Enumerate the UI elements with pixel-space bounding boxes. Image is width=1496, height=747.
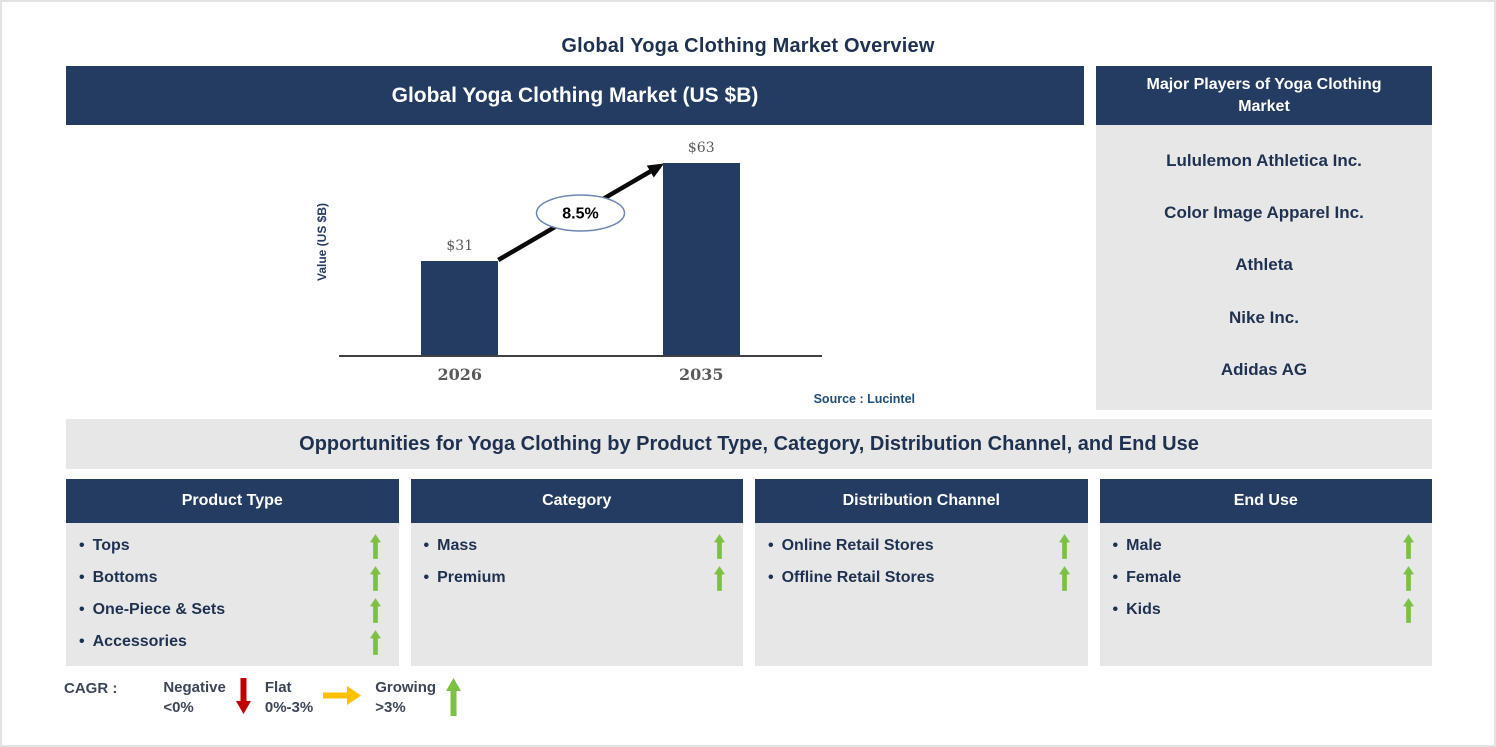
player-name: Adidas AG <box>1220 359 1308 379</box>
column-header-product-type: Product Type <box>66 479 399 523</box>
list-item-label: Kids <box>1126 601 1161 618</box>
column-category: Category • Mass • Premium <box>410 479 743 666</box>
column-end-use: End Use • Male • Female <box>1099 479 1432 666</box>
down-arrow-icon <box>235 678 251 714</box>
major-players-panel: Major Players of Yoga Clothing Market Lu… <box>1096 66 1432 410</box>
list-item: • One-Piece & Sets <box>79 594 381 626</box>
cagr-value: 8.5% <box>562 206 598 223</box>
top-row: Global Yoga Clothing Market (US $B) Valu… <box>66 66 1432 410</box>
trend-line <box>497 163 665 262</box>
source-note: Source : Lucintel <box>813 392 915 406</box>
legend-label: Flat <box>264 679 292 696</box>
player-name: Nike Inc. <box>1229 307 1299 327</box>
up-arrow-icon <box>714 565 725 592</box>
column-header-distribution-channel: Distribution Channel <box>755 479 1088 523</box>
legend-entry-negative: Negative <0% <box>163 678 251 718</box>
up-arrow-icon <box>369 629 381 656</box>
bullet-icon: • <box>79 633 85 650</box>
up-arrow-icon <box>1058 565 1070 592</box>
bullet-icon: • <box>1112 601 1119 618</box>
list-item: • Male <box>1112 530 1414 562</box>
list-item: • Mass <box>423 530 725 562</box>
list-item: • Kids <box>1112 594 1414 626</box>
list-item: • Online Retail Stores <box>768 530 1070 562</box>
list-item-label: Female <box>1126 569 1182 586</box>
bar-2026 <box>421 261 499 355</box>
bullet-icon: • <box>423 537 430 554</box>
up-arrow-icon <box>1058 533 1070 560</box>
column-product-type: Product Type • Tops • Bottoms <box>66 479 399 666</box>
up-arrow-icon <box>369 565 381 592</box>
chart-panel-header: Global Yoga Clothing Market (US $B) <box>66 66 1084 125</box>
list-item: • Premium <box>423 562 725 594</box>
list-item: • Female <box>1112 562 1414 594</box>
column-body-category: • Mass • Premium <box>410 523 743 666</box>
bullet-icon: • <box>1112 569 1119 586</box>
bar-chart-plot: 8.5% $31 2026 $63 2035 <box>339 140 822 384</box>
legend-range: <0% <box>163 699 194 716</box>
bullet-icon: • <box>1112 537 1119 554</box>
bullet-icon: • <box>79 601 85 618</box>
legend-range: 0%-3% <box>264 699 314 716</box>
bullet-icon: • <box>79 569 85 586</box>
list-item: • Bottoms <box>79 562 381 594</box>
cagr-ellipse <box>535 194 626 232</box>
up-arrow-icon <box>714 533 725 560</box>
column-body-product-type: • Tops • Bottoms <box>66 523 399 666</box>
list-item-label: Mass <box>437 537 478 554</box>
y-axis-label: Value (US $B) <box>315 202 329 282</box>
column-body-distribution-channel: • Online Retail Stores • Offline Retail … <box>755 523 1088 666</box>
x-tick-label: 2026 <box>437 365 483 384</box>
bar-chart: Value (US $B) 8.5% $31 2026 $63 2035 Source… <box>66 125 1084 410</box>
bullet-icon: • <box>768 569 774 586</box>
bar-2035 <box>662 163 740 355</box>
column-body-end-use: • Male • Female <box>1099 523 1432 666</box>
up-arrow-icon <box>446 678 462 716</box>
bullet-icon: • <box>79 537 85 554</box>
legend-prefix: CAGR : <box>64 680 118 697</box>
up-arrow-icon <box>1403 565 1414 592</box>
players-list: Lululemon Athletica Inc. Color Image App… <box>1096 125 1432 410</box>
list-item: • Offline Retail Stores <box>768 562 1070 594</box>
legend-entry-flat: Flat 0%-3% <box>264 678 362 718</box>
legend-entry-growing: Growing >3% <box>375 678 462 718</box>
up-arrow-icon <box>369 533 381 560</box>
list-item-label: Premium <box>437 569 506 586</box>
legend-label: Negative <box>163 679 226 696</box>
column-distribution-channel: Distribution Channel • Online Retail Sto… <box>755 479 1088 666</box>
bar-value-label: $63 <box>687 140 715 156</box>
list-item-label: Online Retail Stores <box>781 537 934 554</box>
page-title: Global Yoga Clothing Market Overview <box>561 35 935 57</box>
list-item: • Accessories <box>79 626 381 658</box>
list-item-label: Male <box>1126 537 1162 554</box>
player-name: Color Image Apparel Inc. <box>1164 203 1364 223</box>
list-item-label: Accessories <box>92 633 187 650</box>
list-item: • Tops <box>79 530 381 562</box>
opportunities-banner: Opportunities for Yoga Clothing by Produ… <box>66 419 1432 469</box>
player-name: Athleta <box>1235 255 1293 275</box>
up-arrow-icon <box>369 597 381 624</box>
column-header-category: Category <box>410 479 743 523</box>
players-panel-header: Major Players of Yoga Clothing Market <box>1096 66 1432 125</box>
list-item-label: Offline Retail Stores <box>781 569 935 586</box>
legend-range: >3% <box>375 699 406 716</box>
bullet-icon: • <box>768 537 774 554</box>
x-tick-label: 2035 <box>678 365 724 384</box>
cagr-legend: CAGR : Negative <0% Flat 0%-3% Growing >… <box>64 678 475 718</box>
opportunity-columns: Product Type • Tops • Bottoms <box>66 479 1432 666</box>
list-item-label: Bottoms <box>92 569 158 586</box>
chart-panel-title: Global Yoga Clothing Market (US $B) <box>391 83 759 107</box>
legend-label: Growing <box>375 679 437 696</box>
right-arrow-icon <box>323 686 362 705</box>
list-item-label: Tops <box>92 537 130 554</box>
column-header-end-use: End Use <box>1099 479 1432 523</box>
up-arrow-icon <box>1403 533 1414 560</box>
list-item-label: One-Piece & Sets <box>92 601 226 618</box>
player-name: Lululemon Athletica Inc. <box>1166 151 1362 171</box>
bar-value-label: $31 <box>446 238 474 254</box>
up-arrow-icon <box>1403 597 1414 624</box>
market-chart-panel: Global Yoga Clothing Market (US $B) Valu… <box>66 66 1084 410</box>
bullet-icon: • <box>423 569 430 586</box>
